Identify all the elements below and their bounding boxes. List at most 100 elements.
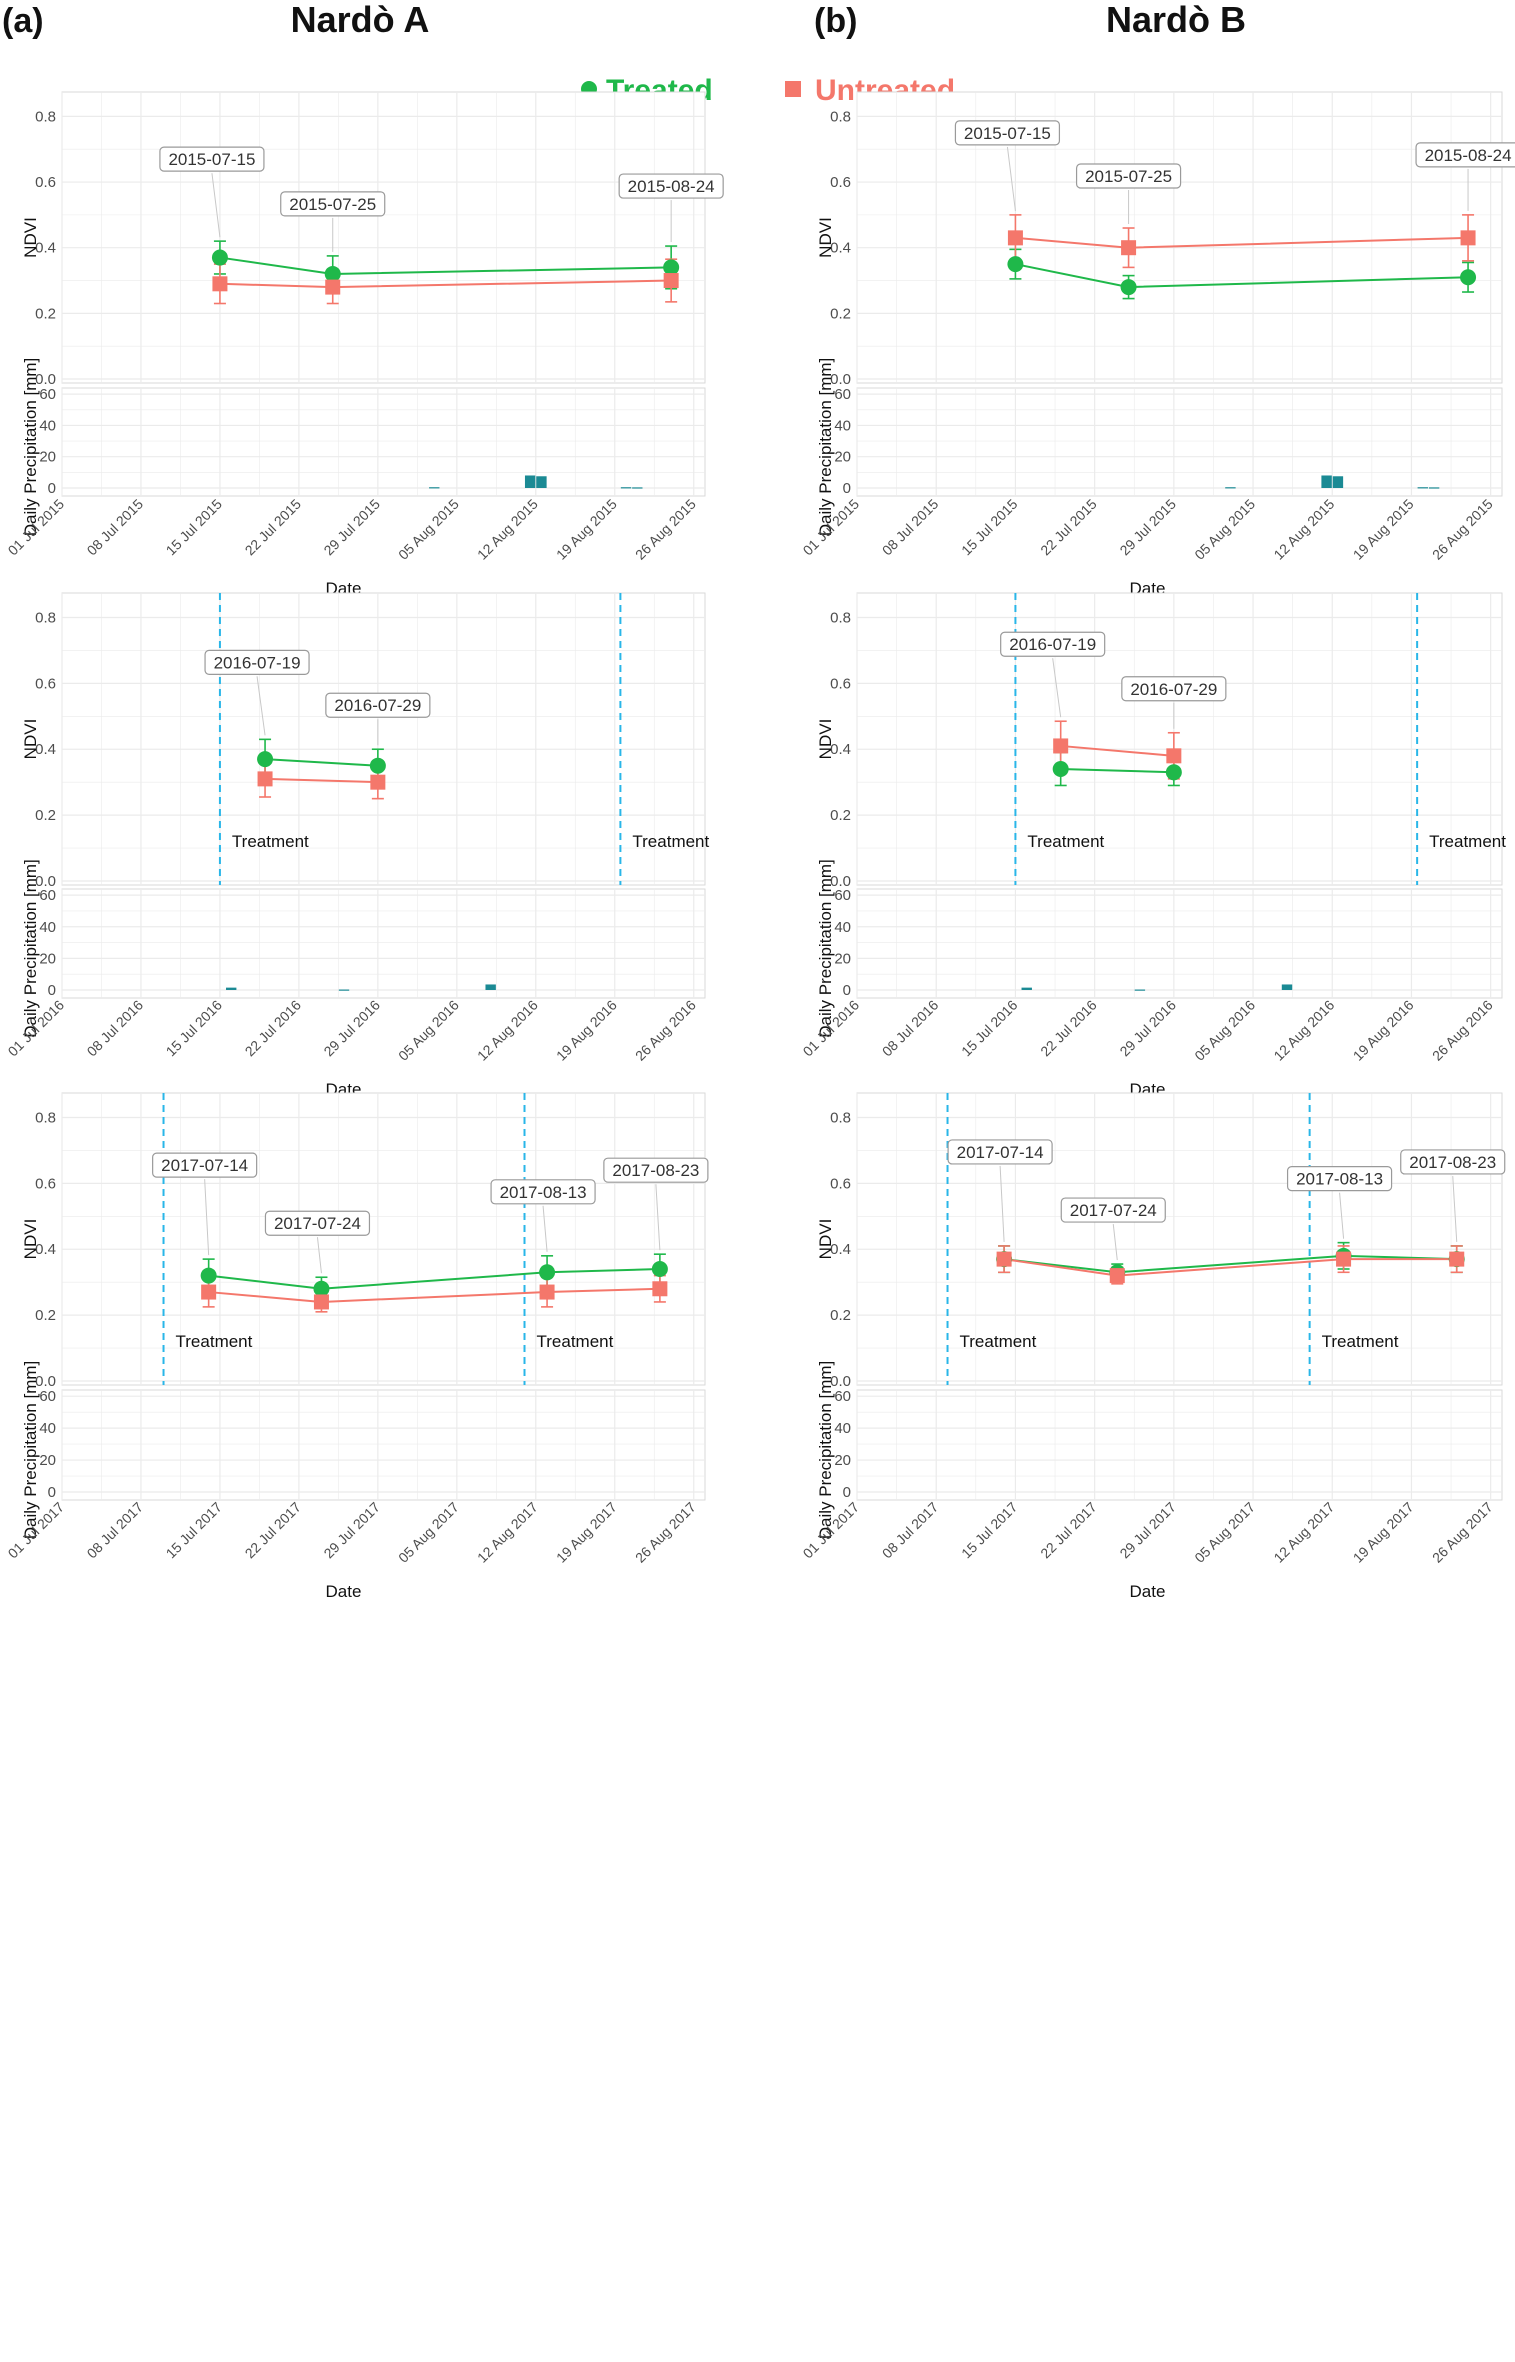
x-tick-label: 26 Aug 2015 bbox=[632, 496, 699, 563]
ndvi-tick-label: 0.4 bbox=[830, 1241, 851, 1258]
ndvi-tick-label: 0.8 bbox=[35, 1109, 56, 1126]
treatment-label: Treatment bbox=[1429, 832, 1506, 851]
untreated-point bbox=[313, 1294, 329, 1310]
untreated-point bbox=[1121, 240, 1137, 256]
untreated-point bbox=[1460, 230, 1476, 246]
date-label-box bbox=[1000, 631, 1106, 657]
panel-letter-b: (b) bbox=[814, 2, 857, 40]
precip-tick-label: 0 bbox=[843, 480, 851, 497]
precip-panel-frame bbox=[61, 888, 706, 999]
x-tick-label: 29 Jul 2015 bbox=[320, 496, 383, 559]
date-label-box bbox=[1415, 142, 1515, 168]
untreated-point bbox=[539, 1284, 555, 1300]
x-tick-label: 26 Aug 2017 bbox=[1429, 1499, 1496, 1566]
precip-bar bbox=[1021, 987, 1032, 990]
precip-tick-label: 0 bbox=[48, 1484, 56, 1501]
precip-tick-label: 20 bbox=[39, 1452, 56, 1469]
untreated-point bbox=[652, 1281, 668, 1297]
treated-point bbox=[1165, 764, 1182, 781]
precip-tick-label: 0 bbox=[843, 1484, 851, 1501]
treated-point bbox=[663, 259, 680, 276]
ndvi-tick-label: 0.0 bbox=[35, 873, 56, 890]
date-leader-line bbox=[1006, 146, 1016, 211]
precip-bar bbox=[524, 475, 536, 488]
x-tick-label: 12 Aug 2017 bbox=[1270, 1499, 1337, 1566]
x-tick-label: 05 Aug 2016 bbox=[1191, 997, 1258, 1064]
x-tick-label: 12 Aug 2016 bbox=[1270, 997, 1337, 1064]
figure-header: (a) (b) Nardò A Nardò B bbox=[2, 0, 1246, 40]
date-label: 2017-07-14 bbox=[161, 1156, 248, 1175]
x-tick-label: 19 Aug 2016 bbox=[1350, 997, 1417, 1064]
ndvi-tick-label: 0.6 bbox=[35, 174, 56, 191]
date-label-box bbox=[954, 120, 1061, 146]
ndvi-tick-label: 0.4 bbox=[35, 741, 56, 758]
date-leader-line bbox=[316, 1237, 322, 1274]
precip-tick-label: 40 bbox=[39, 1420, 56, 1437]
untreated-point bbox=[212, 276, 228, 292]
ndvi-panel-frame bbox=[61, 91, 706, 384]
precip-axis-title: Daily Precipitation [mm] bbox=[21, 358, 40, 537]
precip-tick-label: 20 bbox=[39, 950, 56, 967]
precip-axis-title: Daily Precipitation [mm] bbox=[21, 1361, 40, 1540]
ndvi-tick-label: 0.4 bbox=[35, 1241, 56, 1258]
x-axis-title: Date bbox=[326, 1582, 362, 1601]
treatment-label: Treatment bbox=[960, 1332, 1037, 1351]
x-tick-label: 15 Jul 2016 bbox=[163, 997, 226, 1060]
legend-untreated-marker bbox=[785, 81, 801, 97]
x-tick-label: 15 Jul 2015 bbox=[958, 496, 1021, 559]
date-label: 2017-08-23 bbox=[612, 1161, 699, 1180]
date-label: 2015-08-24 bbox=[628, 177, 715, 196]
precip-tick-label: 60 bbox=[834, 386, 851, 403]
date-leader-line bbox=[204, 1179, 210, 1256]
treated-point bbox=[211, 249, 228, 266]
ndvi-axis-title: NDVI bbox=[816, 217, 835, 258]
precip-bar bbox=[429, 487, 440, 489]
ndvi-tick-label: 0.8 bbox=[830, 609, 851, 626]
ndvi-tick-label: 0.6 bbox=[35, 1175, 56, 1192]
ndvi-tick-label: 0.8 bbox=[830, 108, 851, 125]
x-tick-label: 29 Jul 2015 bbox=[1116, 496, 1179, 559]
untreated-point bbox=[996, 1251, 1012, 1267]
x-tick-label: 19 Aug 2016 bbox=[553, 997, 620, 1064]
precip-tick-label: 40 bbox=[834, 417, 851, 434]
x-tick-label: 08 Jul 2017 bbox=[879, 1499, 942, 1562]
date-label: 2017-08-13 bbox=[1296, 1170, 1383, 1189]
date-leader-line bbox=[1112, 1224, 1118, 1261]
precip-bar bbox=[632, 487, 643, 489]
date-label: 2017-07-24 bbox=[274, 1214, 361, 1233]
ndvi-tick-label: 0.6 bbox=[830, 675, 851, 692]
x-axis-title: Date bbox=[1130, 1582, 1166, 1601]
treatment-label: Treatment bbox=[537, 1332, 614, 1351]
chart-panel-0-0: 0.0 0.2 0.4 0.6 0.8 NDVI 2015-07-15 2015-07-25 2… bbox=[5, 91, 724, 598]
date-label: 2016-07-29 bbox=[1130, 680, 1217, 699]
ndvi-panel-frame bbox=[856, 592, 1503, 886]
x-tick-label: 12 Aug 2015 bbox=[474, 496, 541, 563]
precip-bar bbox=[485, 984, 496, 990]
date-label-box bbox=[1286, 1166, 1393, 1192]
treated-series-line bbox=[1060, 768, 1174, 774]
treated-series-line bbox=[264, 758, 378, 767]
ndvi-panel-frame bbox=[856, 1092, 1503, 1386]
treated-series-line bbox=[208, 1268, 660, 1290]
date-leader-line bbox=[256, 676, 266, 736]
x-tick-label: 29 Jul 2016 bbox=[320, 997, 383, 1060]
untreated-point bbox=[201, 1284, 217, 1300]
ndvi-tick-label: 0.2 bbox=[35, 807, 56, 824]
ndvi-axis-title: NDVI bbox=[816, 1219, 835, 1260]
precip-panel-frame bbox=[61, 1389, 706, 1501]
ndvi-tick-label: 0.0 bbox=[35, 371, 56, 388]
precip-axis-title: Daily Precipitation [mm] bbox=[21, 859, 40, 1038]
x-tick-label: 05 Aug 2015 bbox=[1191, 496, 1258, 563]
untreated-point bbox=[1336, 1251, 1352, 1267]
x-tick-label: 15 Jul 2016 bbox=[958, 997, 1021, 1060]
untreated-series-line bbox=[208, 1287, 660, 1303]
date-label-box bbox=[204, 649, 310, 675]
treatment-label: Treatment bbox=[1322, 1332, 1399, 1351]
precip-bar bbox=[620, 487, 632, 489]
ndvi-tick-label: 0.8 bbox=[830, 1109, 851, 1126]
date-label: 2016-07-19 bbox=[1009, 635, 1096, 654]
date-label-box bbox=[325, 692, 431, 718]
